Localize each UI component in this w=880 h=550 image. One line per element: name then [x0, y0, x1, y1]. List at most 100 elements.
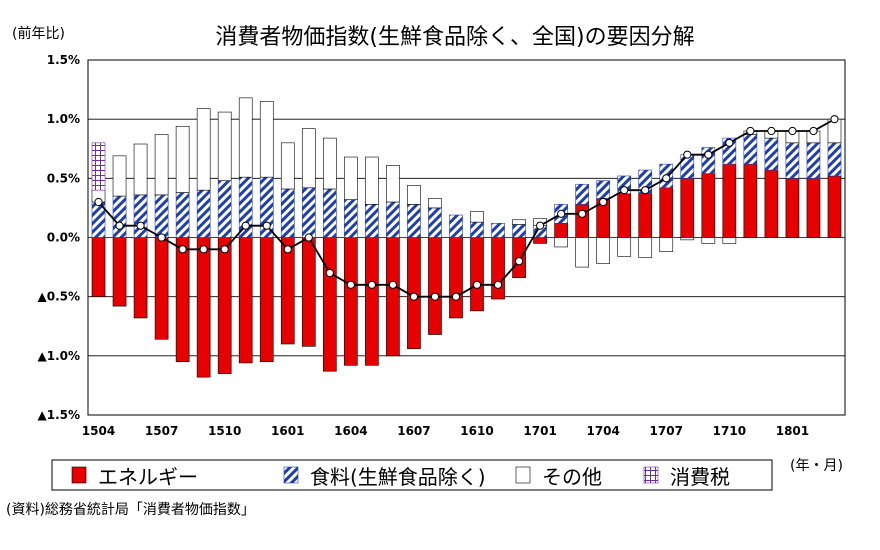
- bar-segment-other: [722, 237, 737, 244]
- x-tick-label: 1701: [523, 424, 556, 438]
- x-tick-label: 1704: [586, 424, 619, 438]
- bar-segment-energy: [806, 178, 821, 238]
- bar-segment-other: [554, 237, 568, 248]
- bar-segment-energy: [238, 237, 253, 364]
- bar-segment-food: [512, 224, 526, 238]
- cpi-point: [578, 209, 587, 218]
- cpi-point: [178, 245, 187, 254]
- bar-segment-food: [491, 223, 505, 238]
- bar-segment-other: [701, 237, 716, 244]
- bar-segment-energy: [301, 237, 316, 347]
- x-tick-label: 1710: [713, 424, 746, 438]
- bar-segment-energy: [154, 237, 169, 340]
- bar-segment-food: [806, 142, 821, 179]
- bar-segment-energy: [764, 169, 779, 238]
- y-tick-label: ▲0.5%: [37, 290, 80, 304]
- cpi-point: [662, 174, 671, 183]
- legend-swatch-tax: [643, 466, 659, 484]
- cpi-point: [283, 245, 292, 254]
- bar-segment-other: [217, 111, 232, 181]
- bar-segment-other: [238, 97, 253, 178]
- cpi-point: [94, 197, 103, 207]
- bar-segment-energy: [196, 237, 211, 378]
- bar-segment-energy: [554, 223, 568, 238]
- bar-segment-food: [112, 195, 127, 238]
- bar-segment-food: [596, 180, 610, 199]
- cpi-point: [262, 221, 271, 230]
- bar-segment-other: [407, 185, 421, 205]
- bar-segment-food: [575, 183, 589, 205]
- x-tick-label: 1801: [776, 424, 809, 438]
- bar-segment-other: [575, 237, 589, 268]
- bar-segment-other: [680, 237, 695, 241]
- bar-segment-other: [365, 156, 379, 205]
- bar-segment-energy: [386, 237, 400, 357]
- bar-segment-other: [280, 142, 295, 190]
- bar-segment-food: [428, 207, 442, 238]
- bar-segment-other: [512, 219, 526, 225]
- cpi-point: [809, 126, 818, 136]
- bar-segment-food: [344, 199, 358, 238]
- bar-segment-food: [449, 214, 463, 238]
- bar-segment-energy: [827, 175, 842, 238]
- cpi-point: [136, 221, 145, 230]
- bar-segment-energy: [133, 237, 148, 319]
- legend-swatch-energy: [71, 466, 87, 484]
- bar-segment-energy: [722, 163, 737, 238]
- cpi-point: [241, 221, 250, 230]
- x-tick-label: 1604: [334, 424, 367, 438]
- bar-segment-food: [217, 180, 232, 238]
- bar-segment-food: [196, 189, 211, 238]
- x-tick-label: 1510: [208, 424, 241, 438]
- cpi-point: [220, 245, 229, 254]
- x-tick-label: 1601: [271, 424, 304, 438]
- bar-segment-energy: [428, 237, 442, 335]
- y-tick-label: 1.0%: [47, 112, 80, 126]
- bar-segment-energy: [91, 237, 106, 297]
- bar-segment-other: [175, 125, 190, 193]
- y-tick-label: ▲1.0%: [37, 349, 80, 363]
- cpi-point: [620, 186, 629, 195]
- bar-segment-food: [175, 192, 190, 238]
- bar-segment-energy: [743, 163, 758, 238]
- cpi-point: [388, 280, 398, 289]
- cpi-point: [409, 292, 419, 301]
- cpi-point: [430, 292, 440, 301]
- bar-segment-other: [112, 155, 127, 197]
- bar-segment-food: [280, 188, 295, 238]
- bar-segment-food: [323, 188, 337, 238]
- bar-segment-other: [196, 108, 211, 191]
- bar-segment-tax: [91, 142, 106, 191]
- x-unit-label: (年・月): [790, 458, 843, 474]
- bar-segment-energy: [175, 237, 190, 363]
- cpi-point: [704, 150, 713, 159]
- cpi-point: [367, 280, 376, 289]
- x-tick-label: 1507: [145, 424, 178, 438]
- x-tick-label: 1504: [82, 424, 115, 438]
- bar-segment-food: [133, 194, 148, 238]
- bar-segment-energy: [701, 173, 716, 238]
- bar-segment-energy: [449, 237, 463, 319]
- bar-segment-food: [407, 204, 421, 238]
- cpi-point: [535, 221, 545, 230]
- bar-segment-food: [743, 134, 758, 165]
- legend: エネルギー 食料(生鮮食品除く) その他 消費税: [51, 459, 773, 491]
- bar-segment-other: [323, 137, 337, 190]
- y-tick-label: ▲1.5%: [37, 408, 80, 422]
- cpi-point: [641, 186, 650, 195]
- bar-segment-other: [470, 211, 484, 223]
- cpi-point: [157, 233, 166, 242]
- legend-label-energy: エネルギー: [98, 465, 198, 489]
- x-tick-label: 1610: [460, 424, 493, 438]
- bar-segment-other: [386, 165, 400, 203]
- legend-label-other: その他: [542, 465, 602, 489]
- bar-segment-other: [596, 237, 610, 264]
- bar-segment-energy: [470, 237, 484, 312]
- y-tick-label: 1.5%: [47, 53, 80, 67]
- legend-label-food: 食料(生鮮食品除く): [310, 465, 486, 489]
- bar-segment-food: [470, 221, 484, 238]
- bar-segment-food: [154, 194, 169, 238]
- cpi-point: [683, 150, 692, 159]
